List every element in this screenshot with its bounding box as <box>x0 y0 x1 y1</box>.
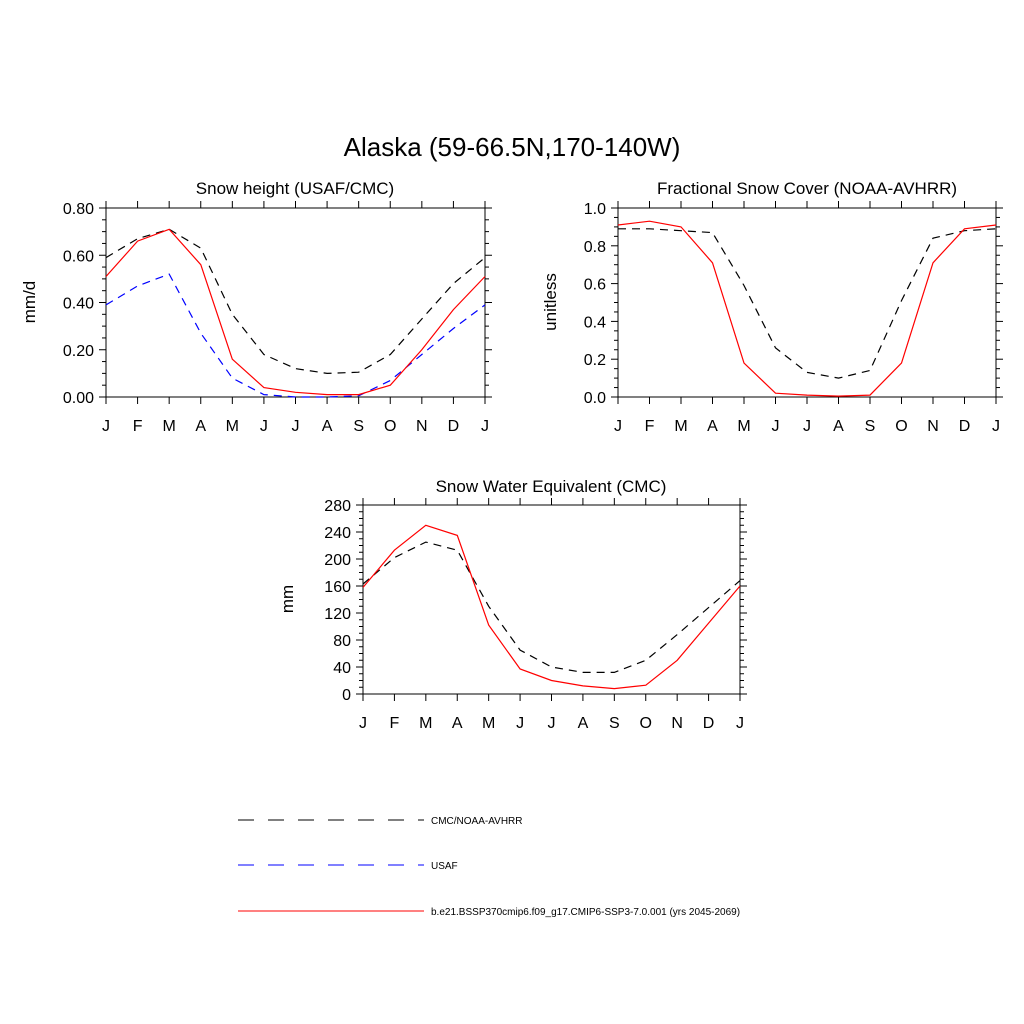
y-axis-label: mm <box>278 585 297 613</box>
legend-label: USAF <box>431 861 458 872</box>
x-tick-label: D <box>703 715 715 732</box>
x-tick-label: J <box>772 418 780 435</box>
y-tick-label: 0.00 <box>63 390 94 407</box>
x-tick-label: J <box>102 418 110 435</box>
panel-title: Fractional Snow Cover (NOAA-AVHRR) <box>657 179 957 198</box>
y-tick-label: 0.0 <box>584 390 606 407</box>
series-line-usaf <box>105 273 486 398</box>
x-tick-label: J <box>992 418 1000 435</box>
x-tick-label: F <box>645 418 655 435</box>
y-tick-label: 0.80 <box>63 201 94 218</box>
figure-title: Alaska (59-66.5N,170-140W) <box>344 132 681 162</box>
series-line-cmc-noaa-avhrr <box>362 541 741 674</box>
x-tick-label: M <box>419 715 432 732</box>
y-axis-label: mm/d <box>20 281 39 324</box>
x-tick-label: F <box>390 715 400 732</box>
x-tick-label: M <box>737 418 750 435</box>
y-tick-label: 0.60 <box>63 248 94 265</box>
y-tick-label: 0 <box>342 687 351 704</box>
x-tick-label: J <box>359 715 367 732</box>
series-line-cmc-noaa-avhrr <box>618 228 997 379</box>
y-axis-label: unitless <box>541 273 560 331</box>
x-tick-label: D <box>959 418 971 435</box>
x-tick-label: N <box>927 418 939 435</box>
y-tick-label: 40 <box>333 660 351 677</box>
x-tick-label: M <box>674 418 687 435</box>
y-tick-label: 80 <box>333 633 351 650</box>
legend-label: b.e21.BSSP370cmip6.f09_g17.CMIP6-SSP3-7.… <box>431 907 740 918</box>
legend: CMC/NOAA-AVHRR USAF b.e21.BSSP370cmip6.f09… <box>238 816 740 918</box>
x-tick-label: A <box>578 715 589 732</box>
y-tick-label: 1.0 <box>584 201 606 218</box>
x-tick-label: J <box>481 418 489 435</box>
x-tick-label: J <box>260 418 268 435</box>
x-tick-label: J <box>548 715 556 732</box>
x-tick-label: A <box>195 418 206 435</box>
x-tick-label: F <box>133 418 143 435</box>
x-tick-label: M <box>226 418 239 435</box>
y-tick-label: 280 <box>324 498 351 515</box>
x-tick-label: S <box>609 715 620 732</box>
y-tick-label: 0.40 <box>63 296 94 313</box>
x-tick-label: A <box>452 715 463 732</box>
x-tick-label: N <box>671 715 683 732</box>
y-tick-label: 0.4 <box>584 314 606 331</box>
x-tick-label: A <box>833 418 844 435</box>
x-tick-label: J <box>516 715 524 732</box>
snow-height-chart: Snow height (USAF/CMC) mm/d J F M A M J J A S O N D… <box>20 179 492 435</box>
x-tick-label: M <box>163 418 176 435</box>
x-tick-label: J <box>803 418 811 435</box>
x-tick-label: J <box>736 715 744 732</box>
y-tick-label: 0.20 <box>63 343 94 360</box>
snow-water-equivalent-chart: Snow Water Equivalent (CMC) mm J F M A M J J A S… <box>278 477 747 732</box>
x-tick-label: S <box>353 418 364 435</box>
y-tick-label: 120 <box>324 606 351 623</box>
y-tick-label: 0.8 <box>584 239 606 256</box>
series-line-model <box>362 524 741 690</box>
x-tick-label: M <box>482 715 495 732</box>
x-tick-label: N <box>416 418 428 435</box>
x-tick-label: O <box>640 715 652 732</box>
x-tick-label: J <box>614 418 622 435</box>
panel-title: Snow Water Equivalent (CMC) <box>436 477 667 496</box>
y-tick-label: 0.2 <box>584 352 606 369</box>
plot-frame <box>105 207 486 398</box>
series-line-model <box>617 220 997 397</box>
y-tick-label: 0.6 <box>584 277 606 294</box>
y-tick-label: 240 <box>324 525 351 542</box>
x-tick-label: D <box>448 418 460 435</box>
panel-title: Snow height (USAF/CMC) <box>196 179 394 198</box>
x-tick-label: O <box>384 418 396 435</box>
series-line-model <box>105 228 486 396</box>
x-tick-label: A <box>707 418 718 435</box>
y-tick-label: 160 <box>324 579 351 596</box>
series-line-cmc-noaa-avhrr <box>105 228 486 375</box>
y-tick-label: 200 <box>324 552 351 569</box>
fractional-snow-cover-chart: Fractional Snow Cover (NOAA-AVHRR) unitl… <box>541 179 1003 435</box>
x-tick-label: O <box>895 418 907 435</box>
plot-frame <box>362 504 741 695</box>
legend-label: CMC/NOAA-AVHRR <box>431 816 522 827</box>
x-tick-label: J <box>292 418 300 435</box>
x-tick-label: A <box>322 418 333 435</box>
x-tick-label: S <box>865 418 876 435</box>
